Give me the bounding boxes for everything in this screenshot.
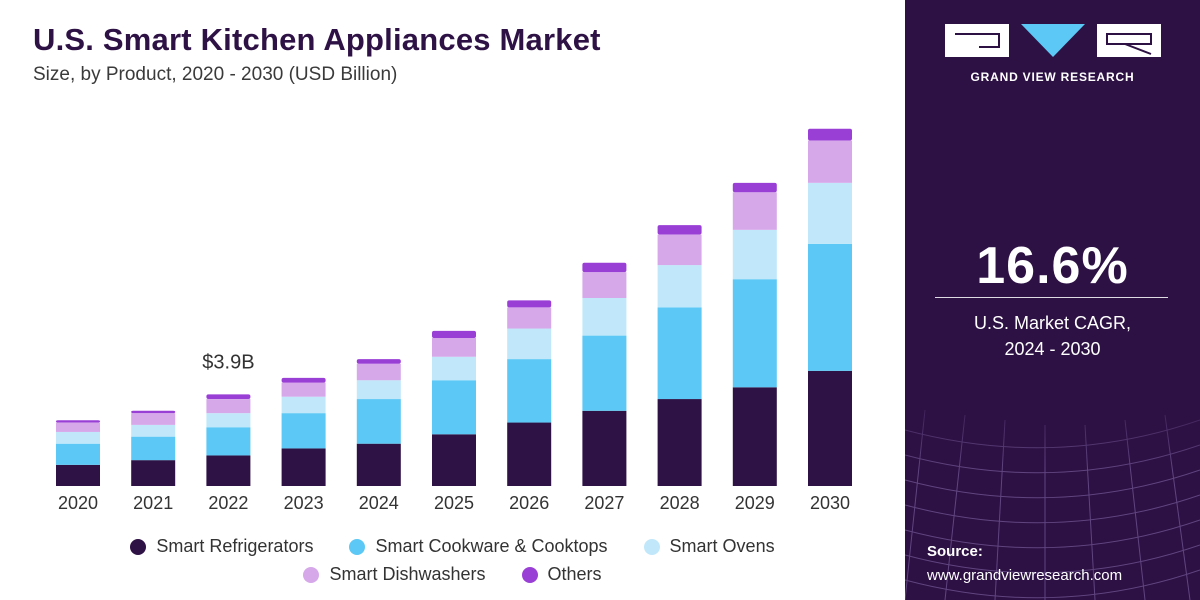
x-tick-label: 2021 bbox=[133, 493, 173, 513]
bar-segment-2029-smart-cookware-cooktops bbox=[732, 279, 777, 388]
bar-segment-2024-smart-refrigerators bbox=[356, 443, 401, 486]
stacked-bar-chart: 2020 2021 2022 2023 2024 2025 2026 2027 2028 2029… bbox=[56, 128, 852, 513]
bar-segment-2023-smart-dishwashers bbox=[281, 382, 326, 397]
bar-segment-2020-smart-dishwashers bbox=[56, 422, 100, 432]
data-label-annotation: $3.9B bbox=[202, 351, 254, 373]
bar-segment-2020-smart-cookware-cooktops bbox=[56, 443, 100, 465]
bar-segment-2025-smart-refrigerators bbox=[432, 434, 476, 486]
bar-segment-2020-others bbox=[56, 420, 100, 423]
legend-row: Smart Refrigerators Smart Cookware & Cook… bbox=[0, 536, 905, 557]
cagr-label: U.S. Market CAGR, 2024 - 2030 bbox=[905, 310, 1200, 362]
bar-segment-2028-smart-cookware-cooktops bbox=[657, 307, 702, 400]
bar-segment-2027-smart-dishwashers bbox=[582, 272, 627, 298]
cagr-label-line-1: U.S. Market CAGR, bbox=[973, 313, 1132, 333]
x-tick-label: 2026 bbox=[509, 493, 549, 513]
bar-segment-2029-smart-refrigerators bbox=[732, 387, 777, 486]
bar-segment-2024-others bbox=[356, 359, 401, 364]
bar-segment-2022-smart-dishwashers bbox=[206, 399, 251, 414]
legend-swatch bbox=[349, 538, 366, 555]
bar-segment-2022-smart-cookware-cooktops bbox=[206, 427, 251, 456]
x-tick-label: 2022 bbox=[208, 493, 248, 513]
legend-label: Smart Ovens bbox=[669, 536, 775, 556]
bar-segment-2027-smart-ovens bbox=[582, 298, 627, 336]
cagr-label-line-2: 2024 - 2030 bbox=[1004, 339, 1101, 359]
bar-segment-2023-smart-ovens bbox=[281, 396, 326, 414]
legend-label: Others bbox=[547, 564, 602, 584]
legend-item: Others bbox=[521, 564, 602, 585]
bar-segment-2025-smart-ovens bbox=[432, 356, 476, 381]
info-panel: GRAND VIEW RESEARCH 16.6% U.S. Market CA… bbox=[905, 0, 1200, 600]
legend-label: Smart Cookware & Cooktops bbox=[375, 536, 608, 556]
bar-segment-2021-smart-refrigerators bbox=[131, 460, 176, 486]
bar-segment-2020-smart-ovens bbox=[56, 431, 100, 444]
bar-segment-2027-smart-refrigerators bbox=[582, 410, 627, 486]
x-tick-label: 2020 bbox=[58, 493, 98, 513]
legend-label: Smart Refrigerators bbox=[156, 536, 314, 556]
divider bbox=[935, 297, 1168, 298]
brand-name: GRAND VIEW RESEARCH bbox=[970, 70, 1135, 84]
x-tick-label: 2029 bbox=[735, 493, 775, 513]
bar-segment-2024-smart-dishwashers bbox=[356, 363, 401, 381]
bar-segment-2030-smart-refrigerators bbox=[808, 370, 852, 486]
bar-segment-2021-smart-cookware-cooktops bbox=[131, 436, 176, 461]
grid-floor-decoration bbox=[905, 380, 1200, 600]
bar-segment-2030-smart-ovens bbox=[808, 182, 852, 244]
bar-segment-2026-smart-refrigerators bbox=[507, 422, 552, 486]
bar-segment-2030-smart-cookware-cooktops bbox=[808, 243, 852, 371]
x-tick-label: 2030 bbox=[810, 493, 850, 513]
bar-segment-2025-smart-cookware-cooktops bbox=[432, 380, 476, 435]
legend-label: Smart Dishwashers bbox=[329, 564, 486, 584]
legend-swatch bbox=[643, 538, 660, 555]
bar-segment-2028-others bbox=[657, 225, 702, 235]
bar-segment-2028-smart-dishwashers bbox=[657, 234, 702, 266]
source-url[interactable]: www.grandviewresearch.com bbox=[927, 567, 1123, 584]
legend-item: Smart Ovens bbox=[643, 536, 775, 557]
legend-item: Smart Refrigerators bbox=[130, 536, 313, 557]
bar-segment-2025-smart-dishwashers bbox=[432, 337, 476, 357]
bar-segment-2025-others bbox=[432, 330, 476, 338]
bar-segment-2024-smart-ovens bbox=[356, 380, 401, 400]
chart-title: U.S. Smart Kitchen Appliances Market bbox=[33, 22, 601, 57]
chart-subtitle: Size, by Product, 2020 - 2030 (USD Billi… bbox=[33, 64, 398, 85]
bar-segment-2026-others bbox=[507, 300, 552, 308]
source-label: Source: bbox=[927, 543, 983, 560]
legend-swatch bbox=[130, 538, 147, 555]
legend-item: Smart Dishwashers bbox=[303, 564, 486, 585]
bar-segment-2021-smart-dishwashers bbox=[131, 413, 176, 425]
bar-segment-2021-others bbox=[131, 410, 176, 414]
x-tick-label: 2023 bbox=[284, 493, 324, 513]
x-tick-label: 2025 bbox=[434, 493, 474, 513]
bar-segment-2024-smart-cookware-cooktops bbox=[356, 399, 401, 444]
bar-segment-2026-smart-dishwashers bbox=[507, 307, 552, 329]
bar-segment-2022-smart-ovens bbox=[206, 413, 251, 428]
bar-segment-2029-smart-dishwashers bbox=[732, 192, 777, 230]
legend-swatch bbox=[521, 566, 538, 583]
bar-segment-2029-smart-ovens bbox=[732, 229, 777, 280]
bar-segment-2026-smart-ovens bbox=[507, 328, 552, 360]
bar-segment-2023-smart-refrigerators bbox=[281, 448, 326, 486]
bar-segment-2027-others bbox=[582, 262, 627, 273]
x-tick-label: 2028 bbox=[660, 493, 700, 513]
bar-segment-2022-smart-refrigerators bbox=[206, 455, 251, 486]
cagr-value: 16.6% bbox=[976, 237, 1129, 295]
bar-segment-2029-others bbox=[732, 182, 777, 193]
legend-swatch bbox=[303, 566, 320, 583]
bar-segment-2028-smart-refrigerators bbox=[657, 399, 702, 486]
bar-segment-2020-smart-refrigerators bbox=[56, 464, 100, 486]
x-tick-label: 2027 bbox=[584, 493, 624, 513]
bar-segment-2022-others bbox=[206, 394, 251, 400]
legend-item: Smart Cookware & Cooktops bbox=[349, 536, 608, 557]
grand-view-research-logo bbox=[945, 24, 1161, 57]
legend-row: Smart Dishwashers Others bbox=[0, 564, 905, 585]
bar-segment-2027-smart-cookware-cooktops bbox=[582, 335, 627, 411]
bar-segment-2030-smart-dishwashers bbox=[808, 140, 852, 183]
bar-segment-2021-smart-ovens bbox=[131, 424, 176, 437]
bar-segment-2028-smart-ovens bbox=[657, 265, 702, 308]
bar-segment-2030-others bbox=[808, 128, 852, 141]
chart-panel: U.S. Smart Kitchen Appliances Market Siz… bbox=[0, 22, 905, 585]
bar-segment-2023-others bbox=[281, 377, 326, 383]
x-tick-label: 2024 bbox=[359, 493, 399, 513]
bar-segment-2026-smart-cookware-cooktops bbox=[507, 359, 552, 423]
bar-segment-2023-smart-cookware-cooktops bbox=[281, 413, 326, 449]
